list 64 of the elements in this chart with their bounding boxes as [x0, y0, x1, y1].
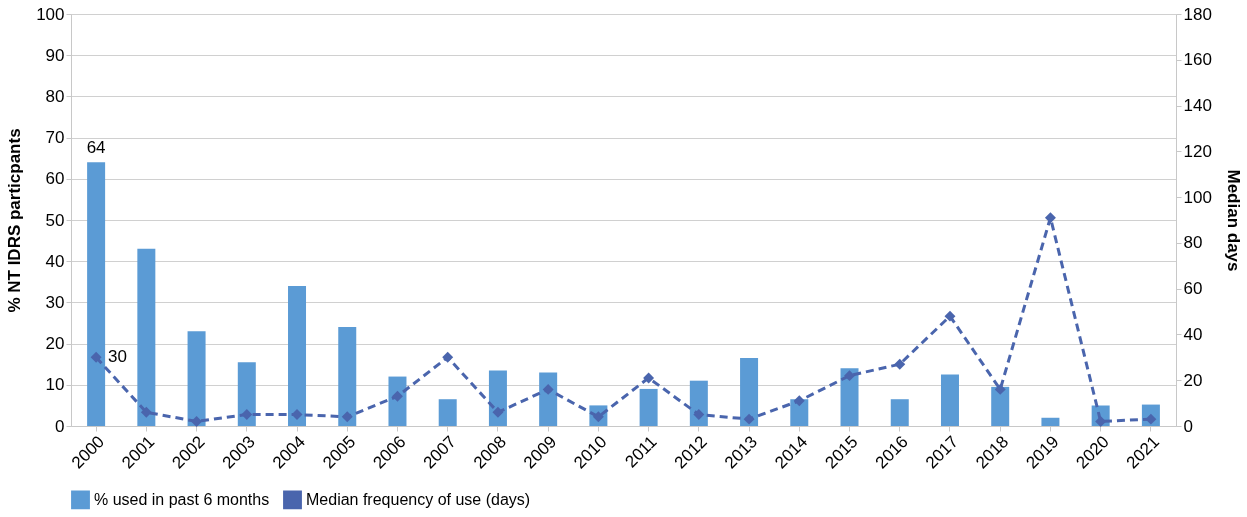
y2-tick-label: 120 [1183, 141, 1212, 161]
y-tick-label: 10 [45, 375, 65, 395]
y2-axis-title: Median days [1223, 169, 1243, 272]
bar [740, 358, 759, 426]
point [793, 395, 805, 407]
y2-tick-label: 20 [1183, 370, 1203, 390]
bar [539, 372, 558, 426]
bar [288, 285, 307, 426]
y-tick-label: 60 [45, 169, 65, 189]
point [241, 409, 253, 421]
point [442, 351, 454, 363]
bar [438, 399, 457, 426]
y-tick-label: 20 [45, 334, 65, 354]
y-tick-label: 30 [45, 292, 65, 312]
point [492, 406, 504, 418]
bar [940, 374, 959, 426]
bar [991, 386, 1010, 426]
bar [388, 376, 407, 426]
y2-tick-label: 100 [1183, 187, 1212, 207]
point [341, 411, 353, 423]
point [392, 390, 403, 402]
bar [890, 399, 909, 426]
data-label: 30 [108, 347, 128, 367]
bar [689, 380, 708, 426]
y-axis-title: % NT IDRS particpants [5, 128, 25, 313]
y-tick-label: 90 [45, 45, 65, 65]
legend-label: % used in past 6 months [94, 490, 270, 508]
bar [137, 248, 156, 426]
point [643, 372, 655, 384]
y2-tick-label: 0 [1183, 416, 1193, 436]
bar [840, 368, 859, 426]
legend-label: Median frequency of use (days) [306, 490, 531, 508]
point [542, 383, 554, 395]
point [844, 370, 855, 382]
y2-tick-label: 40 [1183, 324, 1203, 344]
y2-tick-label: 180 [1183, 4, 1212, 24]
bar [338, 327, 357, 426]
point [191, 415, 203, 427]
y-tick-label: 80 [45, 86, 65, 106]
bar [87, 162, 106, 426]
data-label: 64 [86, 138, 106, 158]
point [994, 383, 1006, 395]
point [90, 351, 102, 363]
point [291, 409, 303, 421]
y2-tick-label: 160 [1183, 50, 1212, 70]
point [1044, 212, 1056, 224]
y2-tick-label: 60 [1183, 279, 1203, 299]
y2-tick-label: 140 [1183, 96, 1212, 116]
y-tick-label: 40 [45, 251, 65, 271]
point [140, 406, 152, 418]
point [894, 358, 906, 370]
y-tick-label: 70 [45, 128, 65, 148]
point [944, 310, 956, 322]
bar [639, 388, 658, 426]
y-tick-label: 0 [55, 416, 65, 436]
bar [488, 370, 507, 426]
bar [237, 362, 256, 426]
y-tick-label: 50 [45, 210, 65, 230]
bar [1041, 417, 1060, 426]
y-tick-label: 100 [36, 4, 65, 24]
point [693, 409, 705, 421]
point [743, 413, 755, 425]
y2-tick-label: 80 [1183, 233, 1203, 253]
bar [187, 331, 206, 426]
